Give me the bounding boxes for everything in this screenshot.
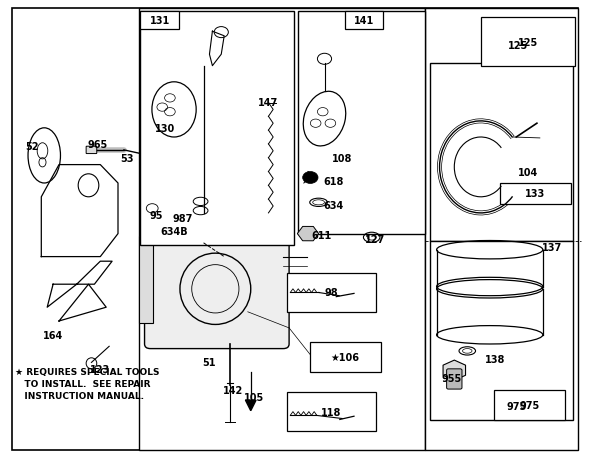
Text: ★106: ★106 <box>330 352 360 362</box>
Bar <box>287 392 376 431</box>
Bar <box>310 342 381 372</box>
Text: 108: 108 <box>332 153 352 163</box>
Text: 618: 618 <box>323 176 343 186</box>
Text: 634B: 634B <box>160 227 188 237</box>
Text: 975: 975 <box>520 400 540 410</box>
Bar <box>139 236 153 324</box>
Text: 52: 52 <box>26 142 39 152</box>
Text: 634: 634 <box>323 201 343 211</box>
Text: 118: 118 <box>322 407 342 417</box>
Bar <box>345 11 384 30</box>
Text: 125: 125 <box>508 41 528 51</box>
Text: 53: 53 <box>120 153 133 163</box>
Bar <box>430 241 573 420</box>
Text: 987: 987 <box>173 213 193 223</box>
Text: 104: 104 <box>518 167 538 177</box>
Bar <box>140 11 179 30</box>
Text: 130: 130 <box>155 123 175 134</box>
Text: ★ REQUIRES SPECIAL TOOLS
   TO INSTALL.  SEE REPAIR
   INSTRUCTION MANUAL.: ★ REQUIRES SPECIAL TOOLS TO INSTALL. SEE… <box>15 367 159 400</box>
Bar <box>425 9 578 450</box>
Bar <box>139 9 425 450</box>
Text: 125: 125 <box>518 38 538 47</box>
Text: 611: 611 <box>312 230 332 240</box>
Bar <box>481 18 575 67</box>
FancyBboxPatch shape <box>86 147 97 154</box>
Bar <box>298 11 425 234</box>
Bar <box>430 64 573 241</box>
Text: 147: 147 <box>258 98 278 108</box>
Text: 127: 127 <box>365 235 385 245</box>
Text: 164: 164 <box>43 330 63 340</box>
Text: 133: 133 <box>525 189 545 199</box>
Circle shape <box>303 172 318 184</box>
Text: 141: 141 <box>354 16 375 26</box>
Text: 123: 123 <box>90 364 110 375</box>
Text: 105: 105 <box>244 392 264 402</box>
Text: 138: 138 <box>486 354 506 364</box>
FancyBboxPatch shape <box>145 230 289 349</box>
Text: 975: 975 <box>506 401 526 411</box>
Text: 95: 95 <box>150 211 163 221</box>
Text: 137: 137 <box>542 243 562 253</box>
Bar <box>287 273 376 312</box>
Bar <box>494 390 565 420</box>
Polygon shape <box>245 400 256 411</box>
Text: 142: 142 <box>223 385 243 395</box>
Bar <box>140 11 294 246</box>
Text: 131: 131 <box>149 16 170 26</box>
Text: 51: 51 <box>203 358 216 368</box>
FancyBboxPatch shape <box>447 369 462 389</box>
Text: 955: 955 <box>441 374 461 384</box>
Bar <box>500 184 571 204</box>
Text: 98: 98 <box>324 288 339 297</box>
Text: 965: 965 <box>87 140 107 150</box>
